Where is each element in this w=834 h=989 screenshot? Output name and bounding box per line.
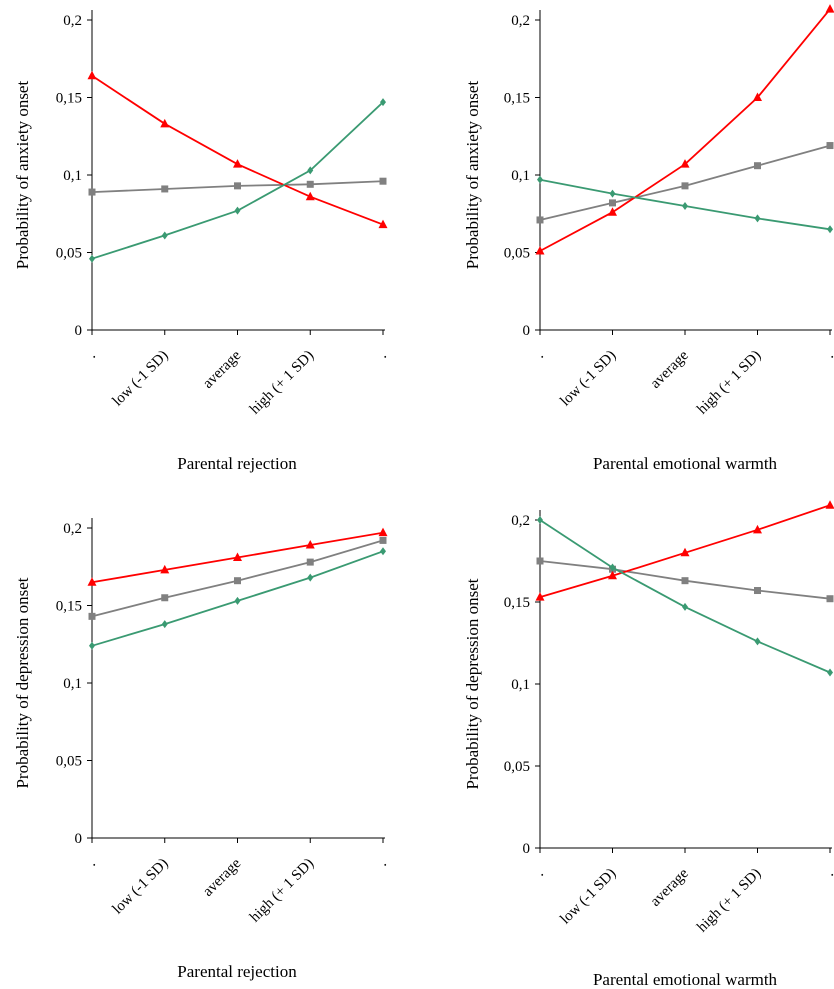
diamond-marker <box>682 603 688 611</box>
square-marker <box>380 178 387 185</box>
square-marker <box>537 216 544 223</box>
square-marker <box>161 185 168 192</box>
square-marker <box>234 577 241 584</box>
y-tick-label: 0,1 <box>511 168 530 184</box>
square-marker <box>754 162 761 169</box>
triangle-marker <box>379 528 388 537</box>
x-tick-label: average <box>648 865 693 910</box>
y-tick-label: 0 <box>523 323 531 339</box>
y-tick-label: 0,05 <box>56 246 82 262</box>
x-axis-title: Parental emotional warmth <box>593 454 778 473</box>
series-line-triangle <box>540 9 830 251</box>
chart-depression-rejection: 0 0,05 0,1 0,15 0,2. low (-1 SD) average high (… <box>13 518 390 981</box>
y-axis-title: Probability of depression onset <box>13 577 32 788</box>
y-tick-label: 0,05 <box>56 754 82 770</box>
triangle-marker <box>826 500 834 509</box>
series-line-triangle <box>92 76 383 225</box>
y-tick-label: 0,2 <box>511 513 530 529</box>
diamond-marker <box>89 642 95 650</box>
diamond-marker <box>827 669 833 677</box>
y-tick-label: 0 <box>523 841 531 857</box>
x-axis-title: Parental rejection <box>177 962 297 981</box>
x-tick-label: . <box>376 856 390 870</box>
y-tick-label: 0,15 <box>56 599 82 615</box>
square-marker <box>307 559 314 566</box>
y-tick-label: 0 <box>75 323 83 339</box>
y-axis-title: Probability of depression onset <box>463 578 482 789</box>
square-marker <box>161 594 168 601</box>
x-tick-label: . <box>85 856 99 870</box>
y-axis-title: Probability of anxiety onset <box>13 81 32 270</box>
y-tick-label: 0 <box>75 831 83 847</box>
chart-depression-warmth: 0 0,05 0,1 0,15 0,2. low (-1 SD) average high (… <box>463 500 834 989</box>
x-tick-label: low (-1 SD) <box>557 866 619 928</box>
y-tick-label: 0,05 <box>504 759 530 775</box>
x-tick-label: high (+ 1 SD) <box>247 856 317 926</box>
diamond-marker <box>755 214 761 222</box>
diamond-marker <box>162 231 168 239</box>
x-tick-label: . <box>823 866 834 880</box>
diamond-marker <box>827 225 833 233</box>
y-tick-label: 0,15 <box>56 91 82 107</box>
chart-anxiety-warmth: 0 0,05 0,1 0,15 0,2. low (-1 SD) average high (… <box>463 4 834 473</box>
y-tick-label: 0,1 <box>63 676 82 692</box>
y-tick-label: 0,15 <box>504 91 530 107</box>
diamond-marker <box>235 597 241 605</box>
y-tick-label: 0,15 <box>504 595 530 611</box>
diamond-marker <box>380 547 386 555</box>
diamond-marker <box>537 176 543 184</box>
y-tick-label: 0,1 <box>511 677 530 693</box>
series-line-diamond <box>92 102 383 259</box>
x-tick-label: average <box>200 855 245 900</box>
chart-anxiety-rejection: 0 0,05 0,1 0,15 0,2. low (-1 SD) average high (… <box>13 10 390 473</box>
y-tick-label: 0,05 <box>504 246 530 262</box>
diamond-marker <box>755 637 761 645</box>
x-tick-label: average <box>200 347 245 392</box>
square-marker <box>609 199 616 206</box>
diamond-marker <box>537 516 543 524</box>
triangle-marker <box>826 4 834 13</box>
x-tick-label: . <box>376 348 390 362</box>
y-tick-label: 0,2 <box>511 13 530 29</box>
x-tick-label: high (+ 1 SD) <box>694 348 764 418</box>
series-line-diamond <box>540 520 830 673</box>
square-marker <box>380 537 387 544</box>
y-tick-label: 0,2 <box>63 521 82 537</box>
x-tick-label: . <box>533 866 547 880</box>
x-axis-title: Parental rejection <box>177 454 297 473</box>
x-tick-label: high (+ 1 SD) <box>694 866 764 936</box>
triangle-marker <box>160 119 169 128</box>
diamond-marker <box>307 574 313 582</box>
y-tick-label: 0,1 <box>63 168 82 184</box>
square-marker <box>537 558 544 565</box>
x-tick-label: . <box>533 348 547 362</box>
square-marker <box>682 182 689 189</box>
square-marker <box>234 182 241 189</box>
x-tick-label: average <box>648 347 693 392</box>
square-marker <box>307 181 314 188</box>
square-marker <box>89 189 96 196</box>
square-marker <box>89 613 96 620</box>
x-tick-label: low (-1 SD) <box>110 348 172 410</box>
x-tick-label: high (+ 1 SD) <box>247 348 317 418</box>
diamond-marker <box>610 190 616 198</box>
y-tick-label: 0,2 <box>63 13 82 29</box>
x-axis-title: Parental emotional warmth <box>593 970 778 989</box>
diamond-marker <box>235 207 241 215</box>
square-marker <box>827 142 834 149</box>
square-marker <box>682 577 689 584</box>
diamond-marker <box>89 255 95 263</box>
triangle-marker <box>88 71 97 80</box>
triangle-marker <box>608 207 617 216</box>
x-tick-label: low (-1 SD) <box>110 856 172 918</box>
x-tick-label: . <box>85 348 99 362</box>
x-tick-label: low (-1 SD) <box>557 348 619 410</box>
y-axis-title: Probability of anxiety onset <box>463 81 482 270</box>
square-marker <box>827 595 834 602</box>
diamond-marker <box>682 202 688 210</box>
square-marker <box>754 587 761 594</box>
x-tick-label: . <box>823 348 834 362</box>
diamond-marker <box>162 620 168 628</box>
